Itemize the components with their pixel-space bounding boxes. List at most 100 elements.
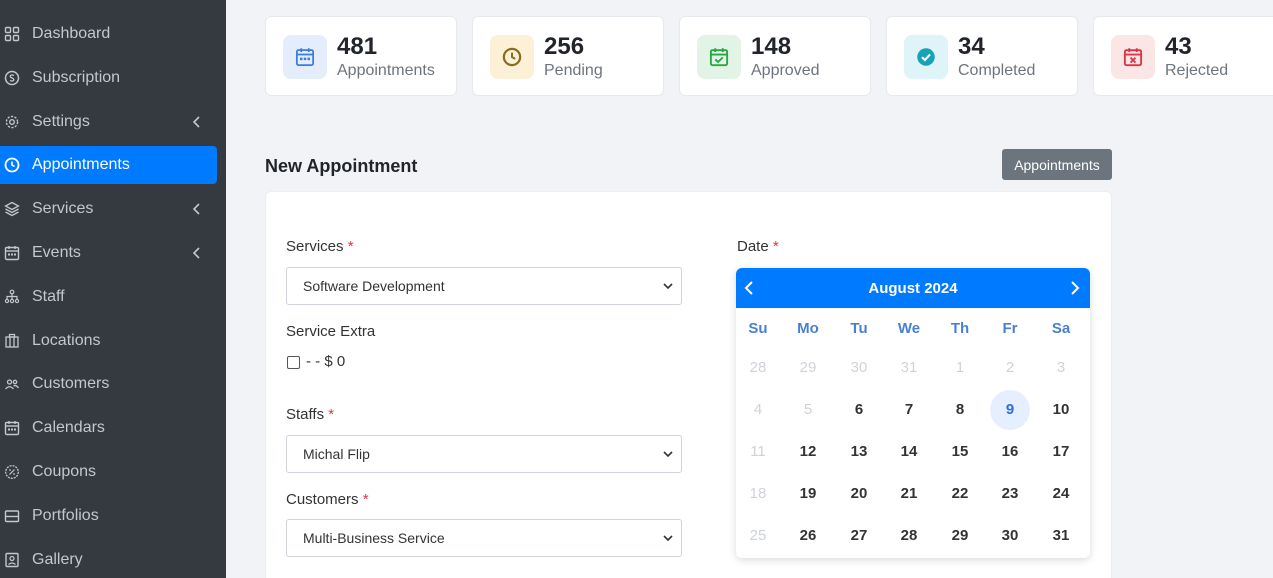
calendar-icon bbox=[4, 420, 20, 436]
calendar-day[interactable]: 31 bbox=[1052, 527, 1070, 544]
stat-value: 43 bbox=[1165, 33, 1192, 60]
users-icon bbox=[4, 376, 20, 392]
staffs-label: Staffs * bbox=[286, 406, 335, 423]
calendar-day[interactable]: 28 bbox=[900, 527, 918, 544]
calendar-day: 5 bbox=[803, 401, 813, 418]
calendar-day[interactable]: 16 bbox=[1001, 443, 1019, 460]
customers-label: Customers * bbox=[286, 491, 369, 508]
sidebar-item-appointments[interactable]: Appointments bbox=[0, 146, 217, 185]
sidebar-item-label: Appointments bbox=[32, 156, 130, 174]
calendar-day[interactable]: 20 bbox=[850, 485, 868, 502]
chevron-down-icon bbox=[663, 535, 673, 542]
calendar-day: 3 bbox=[1056, 359, 1066, 376]
calendar-day[interactable]: 7 bbox=[904, 401, 914, 418]
calendar-day[interactable]: 14 bbox=[900, 443, 918, 460]
calendar-icon bbox=[283, 35, 327, 79]
weekday-header: Fr bbox=[1002, 320, 1018, 337]
sidebar-item-coupons[interactable]: Coupons bbox=[0, 453, 217, 491]
calendar-day: 30 bbox=[850, 359, 868, 376]
sidebar-item-label: Settings bbox=[32, 112, 90, 130]
sidebar-item-customers[interactable]: Customers bbox=[0, 365, 217, 403]
appointments-button[interactable]: Appointments bbox=[1002, 149, 1112, 180]
weekday-header: Mo bbox=[797, 320, 819, 337]
next-month-button[interactable] bbox=[1068, 279, 1082, 297]
calendar-day[interactable]: 30 bbox=[1001, 527, 1019, 544]
stat-card-completed: 34 Completed bbox=[886, 16, 1078, 96]
calendar-check-icon bbox=[697, 35, 741, 79]
customers-select[interactable]: Multi-Business Service bbox=[286, 519, 682, 557]
calendar-day[interactable]: 26 bbox=[799, 527, 817, 544]
calendar-day: 11 bbox=[750, 443, 766, 460]
sidebar-item-calendars[interactable]: Calendars bbox=[0, 409, 217, 447]
service-extra-option-label: - - $ 0 bbox=[306, 353, 346, 370]
calendar-day[interactable]: 22 bbox=[951, 485, 969, 502]
date-picker: August 2024 Su Mo Tu We Th Fr Sa 28 29 30 31 1 2 3 4 5 6… bbox=[736, 268, 1090, 558]
stat-value: 34 bbox=[958, 33, 985, 60]
calendar-day[interactable]: 8 bbox=[955, 401, 965, 418]
grid-icon bbox=[4, 26, 20, 42]
calendar-day[interactable]: 21 bbox=[900, 485, 918, 502]
calendar-day[interactable]: 24 bbox=[1052, 485, 1070, 502]
stat-label: Completed bbox=[958, 62, 1036, 79]
sidebar-item-label: Calendars bbox=[32, 419, 105, 437]
calendar-header: August 2024 bbox=[736, 268, 1090, 308]
sidebar-item-settings[interactable]: Settings bbox=[0, 103, 217, 141]
date-label: Date * bbox=[737, 238, 779, 255]
building-icon bbox=[4, 333, 20, 349]
sidebar-item-subscription[interactable]: Subscription bbox=[0, 59, 217, 97]
calendar-day-selected[interactable]: 9 bbox=[990, 390, 1030, 430]
calendar-day: 31 bbox=[900, 359, 918, 376]
calendar-day: 4 bbox=[753, 401, 763, 418]
sidebar-item-events[interactable]: Events bbox=[0, 234, 217, 272]
services-select[interactable]: Software Development bbox=[286, 267, 682, 305]
weekday-header: We bbox=[897, 320, 921, 337]
sidebar-item-gallery[interactable]: Gallery bbox=[0, 541, 217, 578]
sidebar-item-label: Services bbox=[32, 200, 94, 218]
calendar-day[interactable]: 13 bbox=[850, 443, 868, 460]
sidebar-item-label: Events bbox=[32, 244, 81, 261]
portfolio-icon bbox=[4, 508, 20, 524]
sidebar-item-label: Coupons bbox=[32, 463, 97, 480]
sidebar-item-staff[interactable]: Staff bbox=[0, 278, 217, 316]
org-chart-icon bbox=[4, 289, 20, 305]
calendar-month-label: August 2024 bbox=[868, 279, 958, 297]
stat-value: 256 bbox=[544, 33, 585, 60]
chevron-left-icon bbox=[192, 247, 200, 259]
chevron-right-icon bbox=[1071, 281, 1080, 295]
calendar-day[interactable]: 27 bbox=[850, 527, 868, 544]
calendar-x-icon bbox=[1111, 35, 1155, 79]
calendar-day: 1 bbox=[955, 359, 965, 376]
weekday-header: Tu bbox=[850, 320, 868, 337]
sidebar-item-label: Dashboard bbox=[32, 25, 111, 42]
clock-icon bbox=[490, 35, 534, 79]
image-icon bbox=[4, 552, 20, 568]
calendar-day[interactable]: 6 bbox=[854, 401, 864, 418]
calendar-day[interactable]: 29 bbox=[951, 527, 969, 544]
calendar-day[interactable]: 12 bbox=[799, 443, 817, 460]
sidebar-item-label: Subscription bbox=[32, 68, 121, 86]
calendar-day[interactable]: 10 bbox=[1052, 401, 1070, 418]
chevron-left-icon bbox=[192, 203, 200, 215]
staffs-select[interactable]: Michal Flip bbox=[286, 435, 682, 473]
sidebar-item-label: Gallery bbox=[32, 550, 83, 568]
calendar-day[interactable]: 19 bbox=[799, 485, 817, 502]
calendar-day[interactable]: 15 bbox=[951, 443, 969, 460]
sidebar-item-dashboard[interactable]: Dashboard bbox=[0, 15, 217, 53]
layers-icon bbox=[4, 201, 20, 217]
gear-icon bbox=[4, 114, 20, 130]
weekday-header: Su bbox=[748, 320, 768, 337]
calendar-day[interactable]: 23 bbox=[1001, 485, 1019, 502]
sidebar-item-services[interactable]: Services bbox=[0, 190, 217, 228]
chevron-left-icon bbox=[744, 281, 753, 295]
dollar-circle-icon bbox=[4, 70, 20, 86]
prev-month-button[interactable] bbox=[742, 279, 756, 297]
chevron-down-icon bbox=[663, 451, 673, 458]
percent-badge-icon bbox=[4, 464, 20, 480]
service-extra-label: Service Extra bbox=[286, 323, 376, 340]
sidebar-item-locations[interactable]: Locations bbox=[0, 322, 217, 360]
stat-card-rejected: 43 Rejected bbox=[1093, 16, 1273, 96]
calendar-day: 18 bbox=[749, 485, 767, 502]
service-extra-checkbox[interactable] bbox=[287, 356, 300, 369]
calendar-day[interactable]: 17 bbox=[1052, 443, 1070, 460]
sidebar-item-portfolios[interactable]: Portfolios bbox=[0, 497, 217, 535]
